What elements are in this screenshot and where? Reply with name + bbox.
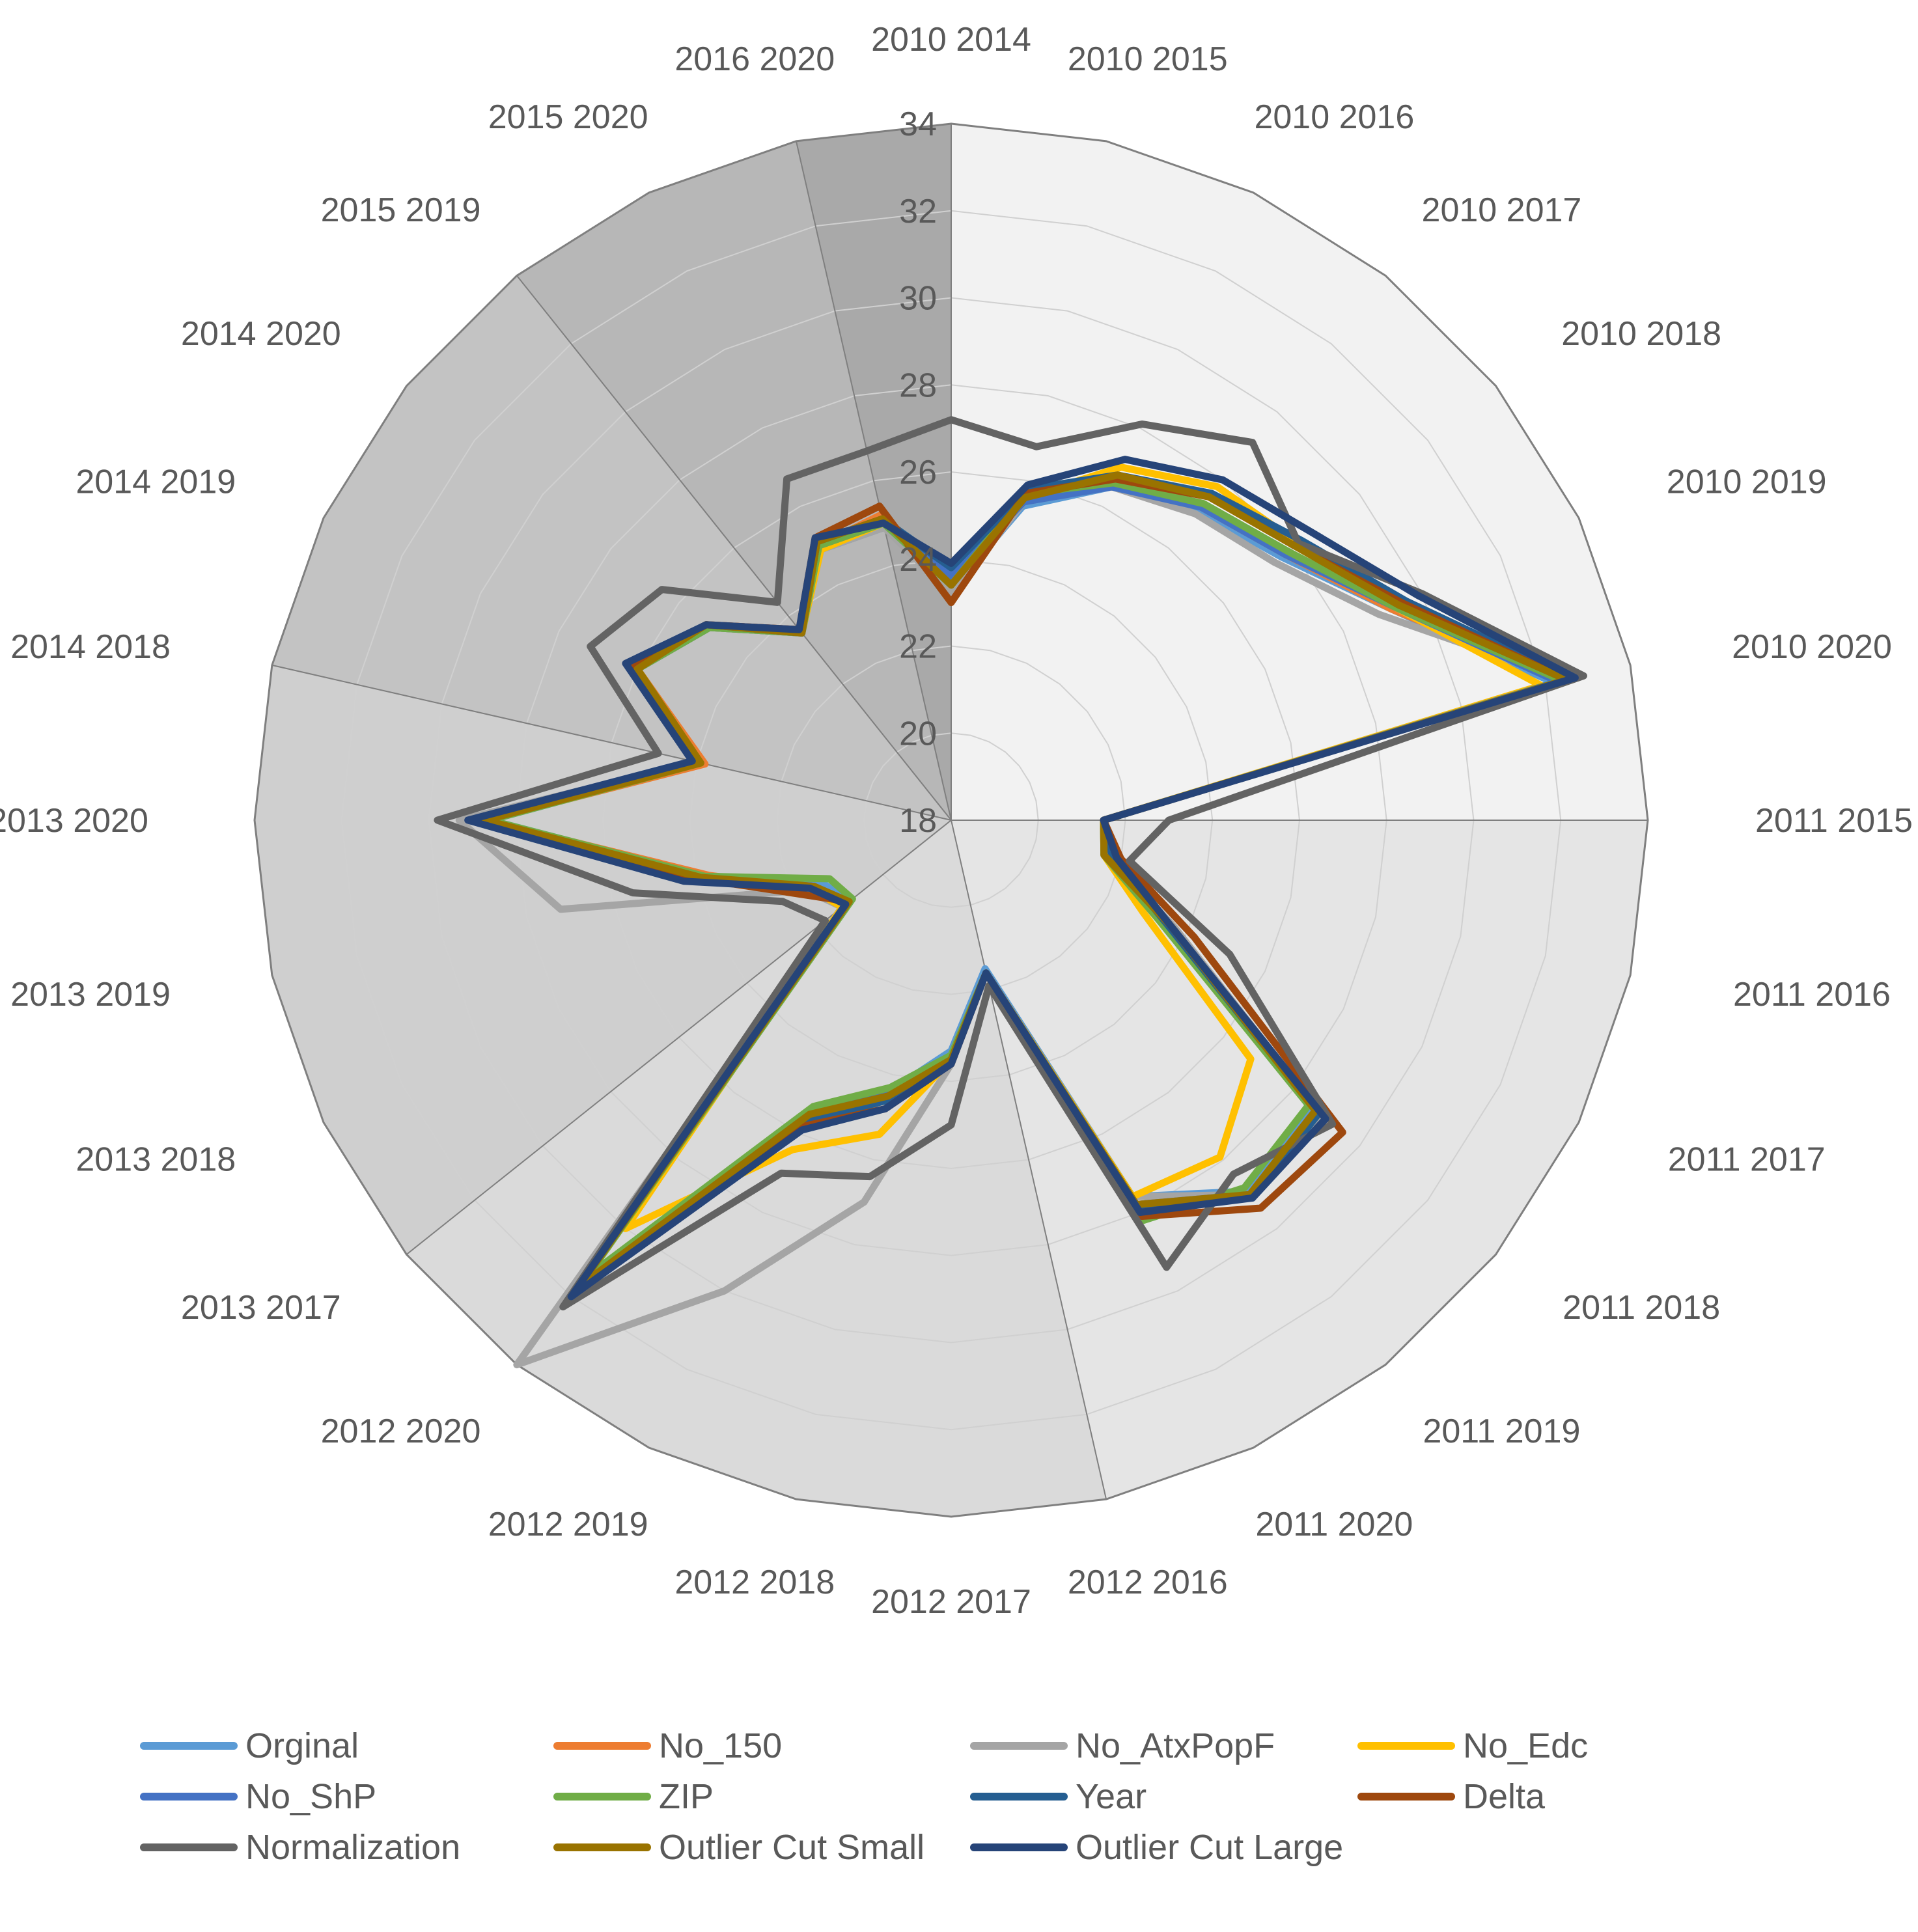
category-label: 2012 2016 — [1068, 1564, 1228, 1601]
category-label: 2012 2019 — [488, 1506, 648, 1543]
tick-label: 28 — [899, 366, 937, 404]
legend-item: Normalization — [140, 1827, 460, 1868]
legend-item: Outlier Cut Small — [553, 1827, 924, 1868]
tick-label: 30 — [899, 280, 937, 318]
gridline-30 — [428, 297, 1475, 1344]
tick-label: 24 — [899, 541, 937, 579]
spoke-2 — [951, 820, 1107, 1500]
legend-item: No_ShP — [140, 1776, 376, 1817]
legend-label: No_AtxPopF — [1076, 1726, 1275, 1765]
legend-item: Orginal — [140, 1725, 359, 1767]
tick-label: 18 — [899, 802, 937, 840]
gridline-20 — [863, 732, 1039, 908]
category-label: 2014 2019 — [76, 463, 236, 501]
category-label: 2011 2015 — [1755, 802, 1913, 840]
legend-swatch — [970, 1793, 1068, 1801]
legend-item: No_Edc — [1357, 1725, 1588, 1767]
legend-label: ZIP — [659, 1777, 714, 1816]
chart-grid — [253, 122, 1649, 1518]
category-labels: 2010 2014 2010 2015 2010 2016 2010 2017 2010… — [0, 21, 1913, 1621]
category-label: 2013 2017 — [181, 1289, 341, 1327]
series-outlier-cut-large — [464, 456, 1579, 1301]
category-label: 2015 2020 — [488, 98, 648, 136]
legend-item: Year — [970, 1776, 1147, 1817]
sector-5 — [516, 141, 951, 820]
legend-swatch — [553, 1793, 651, 1801]
tick-label: 32 — [899, 193, 937, 230]
category-label: 2011 2019 — [1423, 1413, 1580, 1450]
category-label: 2015 2019 — [321, 191, 481, 229]
legend-swatch — [553, 1742, 651, 1750]
category-label: 2010 2020 — [1732, 628, 1892, 666]
spoke-4 — [271, 664, 952, 821]
legend-label: Orginal — [245, 1726, 359, 1765]
category-label: 2013 2020 — [0, 802, 148, 840]
gridline-22 — [776, 645, 1126, 995]
tick-labels: 18 20 22 24 26 28 30 32 34 — [899, 105, 937, 840]
gridline-26 — [602, 471, 1301, 1170]
category-label: 2013 2019 — [10, 976, 171, 1014]
legend-label: No_Edc — [1463, 1726, 1589, 1765]
gridline-32 — [341, 210, 1562, 1431]
category-label: 2010 2015 — [1068, 40, 1228, 78]
category-label: 2010 2018 — [1561, 315, 1721, 353]
legend-item: Outlier Cut Large — [970, 1827, 1343, 1868]
legend-label: No_ShP — [245, 1777, 377, 1816]
legend-swatch — [970, 1742, 1068, 1750]
category-label: 2011 2017 — [1668, 1141, 1826, 1179]
category-label: 2011 2016 — [1733, 976, 1891, 1014]
category-label: 2013 2018 — [76, 1141, 236, 1179]
legend-swatch — [140, 1742, 238, 1750]
category-label: 2012 2018 — [674, 1564, 835, 1601]
tick-label: 20 — [899, 715, 937, 752]
legend-label: Outlier Cut Large — [1076, 1828, 1344, 1867]
tick-label: 26 — [899, 454, 937, 491]
legend-item: No_150 — [553, 1725, 782, 1767]
legend-label: Year — [1076, 1777, 1147, 1816]
legend-swatch — [553, 1843, 651, 1851]
sector-1 — [951, 820, 1648, 1500]
legend-swatch — [970, 1843, 1068, 1851]
category-label: 2014 2020 — [181, 315, 341, 353]
sector-3 — [255, 665, 951, 1255]
chart-series — [434, 416, 1587, 1369]
category-label: 2010 2016 — [1254, 98, 1414, 136]
category-label: 2010 2014 — [871, 21, 1031, 59]
legend-label: No_150 — [659, 1726, 783, 1765]
category-label: 2010 2017 — [1422, 191, 1582, 229]
spoke-3 — [406, 820, 952, 1255]
legend-swatch — [140, 1793, 238, 1801]
legend-label: Outlier Cut Small — [659, 1828, 925, 1867]
legend-label: Normalization — [245, 1828, 461, 1867]
gridline-28 — [515, 384, 1387, 1256]
category-label: 2011 2018 — [1563, 1289, 1720, 1327]
category-label: 2012 2020 — [321, 1413, 481, 1450]
legend-item: ZIP — [553, 1776, 714, 1817]
legend-swatch — [1357, 1742, 1455, 1750]
gridline-24 — [689, 558, 1214, 1083]
sector-6 — [796, 124, 951, 820]
tick-label: 34 — [899, 105, 937, 143]
category-label: 2014 2018 — [10, 628, 171, 666]
category-label: 2011 2020 — [1255, 1506, 1413, 1543]
spoke-6 — [795, 141, 952, 821]
legend-item: Delta — [1357, 1776, 1545, 1817]
category-label: 2012 2017 — [871, 1583, 1031, 1621]
category-label: 2010 2019 — [1667, 463, 1827, 501]
spoke-5 — [516, 275, 952, 821]
legend-item: No_AtxPopF — [970, 1725, 1275, 1767]
legend-swatch — [1357, 1793, 1455, 1801]
gridline-34 — [253, 122, 1649, 1518]
legend: Orginal No_150 No_AtxPopF No_Edc No_ShP ZIP Ye… — [0, 1692, 1918, 1932]
tick-label: 22 — [899, 628, 937, 666]
legend-swatch — [140, 1843, 238, 1851]
category-label: 2016 2020 — [674, 40, 835, 78]
legend-label: Delta — [1463, 1777, 1546, 1816]
